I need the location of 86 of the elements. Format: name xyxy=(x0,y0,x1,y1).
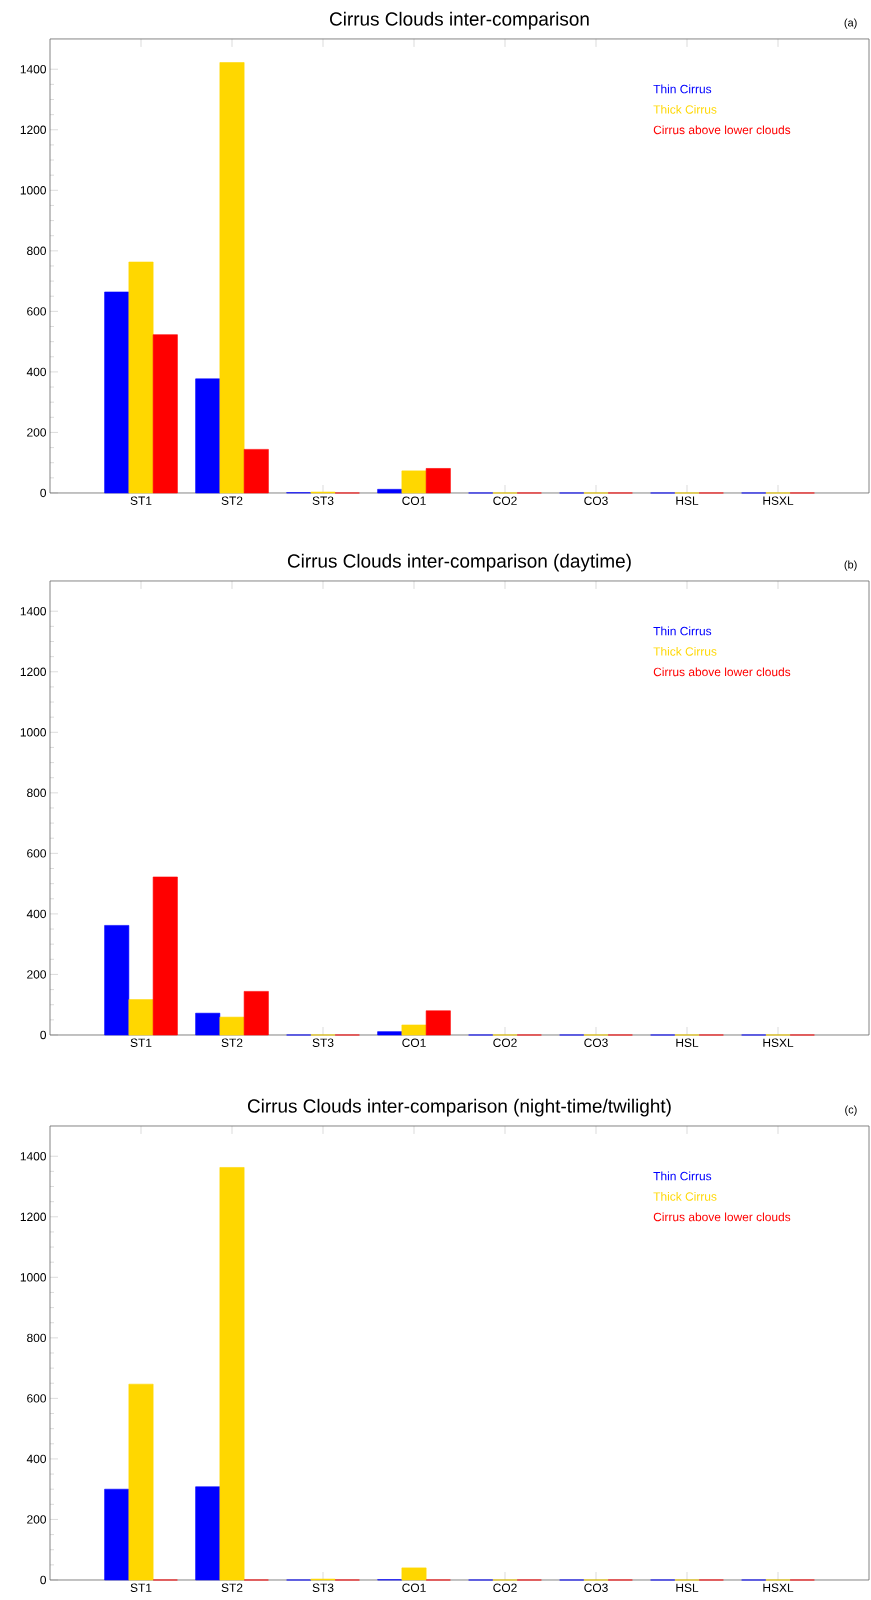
bar xyxy=(195,1012,221,1036)
y-tick-label: 0 xyxy=(40,1030,47,1040)
y-tick-label: 400 xyxy=(26,909,47,919)
x-tick-label: CO3 xyxy=(584,1583,608,1592)
text: Thin Cirrus xyxy=(653,84,712,94)
y-tick-label: 800 xyxy=(27,788,47,798)
bar xyxy=(219,1016,245,1036)
bar xyxy=(195,1486,221,1581)
x-tick-label: CO3 xyxy=(584,1038,608,1047)
x-tick-label: CO2 xyxy=(493,1583,517,1592)
y-tick-label: 600 xyxy=(27,1394,47,1403)
y-tick-label: 1400 xyxy=(20,65,47,74)
text: Thin Cirrus xyxy=(653,1171,712,1181)
y-tick-label: 1200 xyxy=(20,667,47,676)
x-tick-label: HSL xyxy=(676,1038,699,1047)
y-tick-label: 1200 xyxy=(20,1212,47,1222)
bar xyxy=(152,334,178,494)
text: (a) xyxy=(844,18,857,29)
bar xyxy=(152,876,178,1036)
y-tick-label: 400 xyxy=(26,367,47,377)
x-tick-label: ST2 xyxy=(221,1038,243,1047)
x-tick-label: CO1 xyxy=(402,1583,426,1592)
y-tick-label: 200 xyxy=(27,970,47,979)
x-tick-label: HSXL xyxy=(763,496,794,505)
bar xyxy=(195,378,221,494)
bar xyxy=(128,999,154,1036)
x-tick-label: ST2 xyxy=(221,1583,243,1592)
y-tick-label: 1000 xyxy=(20,728,47,737)
x-tick-label: ST3 xyxy=(312,496,334,505)
bar xyxy=(128,1383,154,1581)
text: (c) xyxy=(845,1105,857,1116)
bar xyxy=(104,291,130,494)
bar xyxy=(104,1488,130,1581)
x-tick-label: ST1 xyxy=(130,496,152,505)
bar xyxy=(104,925,130,1036)
bar xyxy=(219,1167,245,1581)
text: Thin Cirrus xyxy=(653,626,712,636)
y-tick-label: 600 xyxy=(27,849,47,858)
text: Thick Cirrus xyxy=(653,1191,717,1201)
y-tick-label: 0 xyxy=(40,1575,47,1585)
x-tick-label: CO1 xyxy=(402,1038,426,1047)
text: Cirrus above lower clouds xyxy=(653,667,791,677)
text: Cirrus above lower clouds xyxy=(653,125,791,135)
y-tick-label: 1000 xyxy=(20,1273,47,1282)
x-tick-label: CO3 xyxy=(584,496,608,505)
bar xyxy=(243,449,269,494)
text: Thick Cirrus xyxy=(653,646,717,656)
text: Thick Cirrus xyxy=(653,104,717,114)
x-tick-label: ST2 xyxy=(221,496,243,505)
bar xyxy=(243,991,269,1036)
x-tick-label: ST1 xyxy=(130,1583,152,1592)
bar xyxy=(401,1567,427,1581)
y-tick-label: 200 xyxy=(27,1515,47,1524)
y-tick-label: 800 xyxy=(27,1333,47,1343)
y-tick-label: 1000 xyxy=(20,186,47,195)
bar xyxy=(377,489,403,494)
text: (b) xyxy=(844,560,857,571)
bar xyxy=(401,470,427,494)
bar xyxy=(425,468,451,494)
bar xyxy=(425,1010,451,1036)
legend-label: Cirrus above lower clouds xyxy=(653,1212,791,1222)
x-tick-label: CO2 xyxy=(493,496,517,505)
bar xyxy=(401,1024,427,1036)
y-tick-label: 200 xyxy=(27,428,47,437)
chart-title: Cirrus Clouds inter-comparison (night-time/twilight) xyxy=(247,1098,671,1117)
x-tick-label: HSL xyxy=(676,1583,699,1592)
x-tick-label: HSXL xyxy=(763,1583,794,1592)
x-tick-label: CO2 xyxy=(493,1038,517,1047)
x-tick-label: HSXL xyxy=(763,1038,794,1047)
chart-title: Cirrus Clouds inter-comparison (daytime) xyxy=(287,553,631,572)
x-tick-label: CO1 xyxy=(402,496,426,505)
chart-title: Cirrus Clouds inter-comparison xyxy=(330,11,589,30)
bar xyxy=(377,1031,403,1036)
x-tick-label: HSL xyxy=(676,496,699,505)
y-tick-label: 1400 xyxy=(20,607,47,616)
y-tick-label: 800 xyxy=(27,246,47,256)
bar xyxy=(219,62,245,494)
bar xyxy=(128,261,154,494)
y-tick-label: 1400 xyxy=(20,1152,47,1161)
y-tick-label: 400 xyxy=(26,1454,47,1464)
x-tick-label: ST1 xyxy=(130,1038,152,1047)
x-tick-label: ST3 xyxy=(312,1583,334,1592)
y-tick-label: 0 xyxy=(40,488,47,498)
x-tick-label: ST3 xyxy=(312,1038,334,1047)
y-tick-label: 600 xyxy=(27,307,47,316)
y-tick-label: 1200 xyxy=(20,125,47,134)
